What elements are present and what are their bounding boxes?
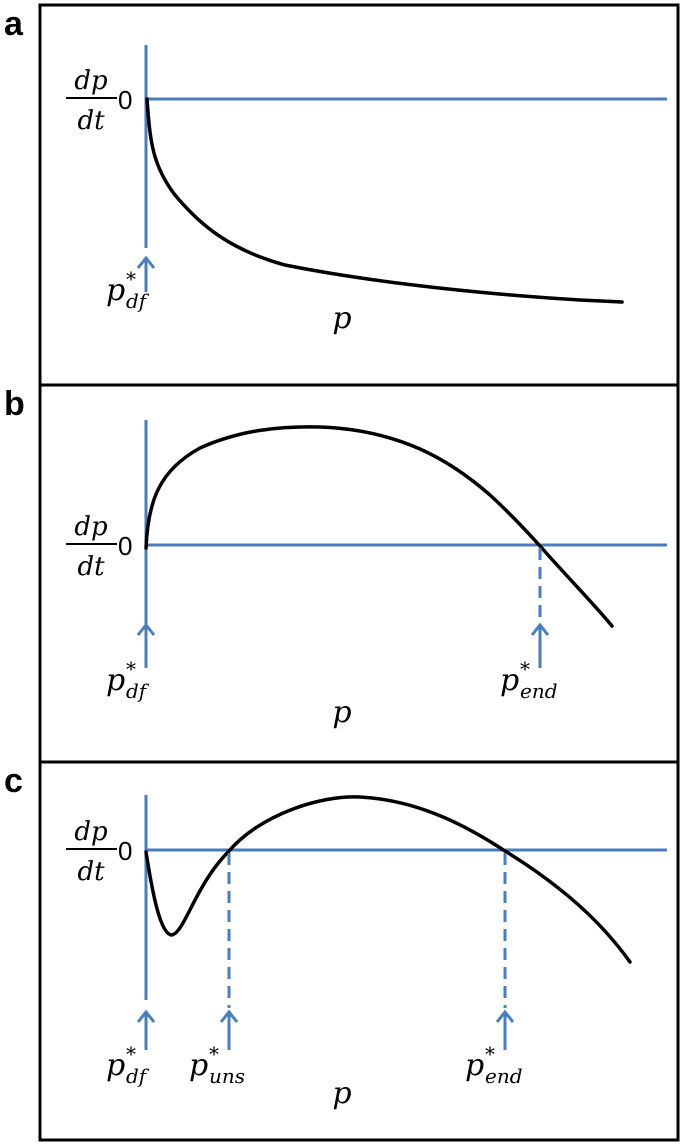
marker-superscript: * — [485, 1042, 495, 1066]
marker-superscript: * — [126, 657, 136, 681]
arrow-head — [136, 1009, 156, 1023]
marker-superscript: * — [209, 1042, 219, 1066]
x-label: p — [332, 301, 351, 336]
marker-superscript: * — [126, 1042, 136, 1066]
x-label: p — [332, 695, 351, 730]
arrow-head — [495, 1009, 515, 1023]
marker-subscript: uns — [209, 1064, 245, 1088]
arrow-head — [136, 255, 156, 269]
y-label-denominator: dt — [77, 106, 105, 136]
marker-subscript: df — [126, 289, 150, 313]
y-label-numerator: dp — [74, 66, 108, 96]
panel-frame — [38, 3, 680, 387]
panel-frame — [38, 383, 680, 764]
curve — [145, 97, 624, 304]
marker-symbol: p — [106, 1048, 125, 1083]
marker-subscript: end — [485, 1064, 523, 1088]
marker-symbol: p — [106, 273, 125, 308]
marker-symbol: p — [106, 663, 125, 698]
panel-letter: b — [4, 385, 25, 423]
arrow-head — [136, 622, 156, 636]
marker-superscript: * — [126, 267, 136, 291]
marker-symbol: p — [500, 663, 519, 698]
marker-symbol: p — [189, 1048, 208, 1083]
y-label-denominator: dt — [77, 857, 105, 887]
curve — [144, 795, 632, 964]
panel-frame — [38, 760, 680, 1142]
y-label-numerator: dp — [74, 817, 108, 847]
arrow-head — [219, 1009, 239, 1023]
curve — [144, 425, 614, 628]
marker-subscript: df — [126, 1064, 150, 1088]
x-label: p — [332, 1076, 351, 1111]
zero-label: 0 — [118, 85, 132, 115]
zero-label: 0 — [118, 836, 132, 866]
marker-subscript: end — [520, 679, 558, 703]
y-label-numerator: dp — [74, 512, 108, 542]
y-label-denominator: dt — [77, 552, 105, 582]
marker-subscript: df — [126, 679, 150, 703]
panel-letter: a — [4, 5, 24, 43]
marker-superscript: * — [520, 657, 530, 681]
marker-symbol: p — [465, 1048, 484, 1083]
arrow-head — [530, 622, 550, 636]
panel-letter: c — [4, 762, 23, 800]
zero-label: 0 — [118, 531, 132, 561]
